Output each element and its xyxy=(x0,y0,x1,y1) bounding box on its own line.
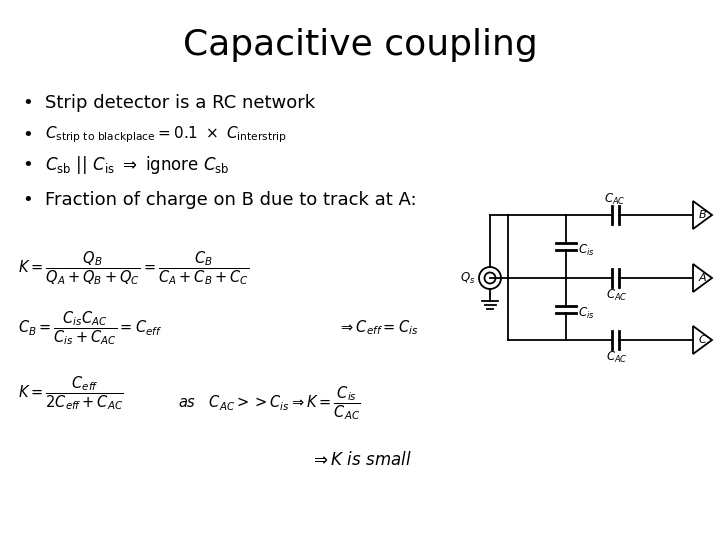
Text: $C_{\mathrm{sb}}\ ||\ C_{\mathrm{is}}\ \Rightarrow$ ignore $C_{\mathrm{sb}}$: $C_{\mathrm{sb}}\ ||\ C_{\mathrm{is}}\ \… xyxy=(45,154,230,176)
Text: $Q_s$: $Q_s$ xyxy=(459,271,475,286)
Text: $C_{is}$: $C_{is}$ xyxy=(578,306,595,321)
Text: $\Rightarrow C_{eff} = C_{is}$: $\Rightarrow C_{eff} = C_{is}$ xyxy=(338,319,418,338)
Text: $as \quad C_{AC} >> C_{is} \Rightarrow K = \dfrac{C_{is}}{C_{AC}}$: $as \quad C_{AC} >> C_{is} \Rightarrow K… xyxy=(178,384,361,422)
Text: B: B xyxy=(699,210,707,220)
Text: •: • xyxy=(22,191,33,209)
Text: $C_{AC}$: $C_{AC}$ xyxy=(606,349,628,364)
Text: $C_{is}$: $C_{is}$ xyxy=(578,243,595,258)
Text: $C_B = \dfrac{C_{is}C_{AC}}{C_{is}+C_{AC}} = C_{eff}$: $C_B = \dfrac{C_{is}C_{AC}}{C_{is}+C_{AC… xyxy=(18,309,162,347)
Text: A: A xyxy=(699,273,707,283)
Text: $\Rightarrow K\ is\ small$: $\Rightarrow K\ is\ small$ xyxy=(310,451,412,469)
Text: $K = \dfrac{C_{eff}}{2C_{eff}+C_{AC}}$: $K = \dfrac{C_{eff}}{2C_{eff}+C_{AC}}$ xyxy=(18,374,124,412)
Text: $K = \dfrac{Q_B}{Q_A+Q_B+Q_C} = \dfrac{C_B}{C_A+C_B+C_C}$: $K = \dfrac{Q_B}{Q_A+Q_B+Q_C} = \dfrac{C… xyxy=(18,249,249,287)
Text: $C_{\mathrm{strip\ to\ blackplace}} = 0.1\ \times\ C_{\mathrm{interstrip}}$: $C_{\mathrm{strip\ to\ blackplace}} = 0.… xyxy=(45,125,287,145)
Text: •: • xyxy=(22,126,33,144)
Text: C: C xyxy=(699,335,707,345)
Text: •: • xyxy=(22,156,33,174)
Text: Capacitive coupling: Capacitive coupling xyxy=(183,28,537,62)
Text: •: • xyxy=(22,94,33,112)
Text: Strip detector is a RC network: Strip detector is a RC network xyxy=(45,94,315,112)
Text: Fraction of charge on B due to track at A:: Fraction of charge on B due to track at … xyxy=(45,191,417,209)
Text: $C_{AC}$: $C_{AC}$ xyxy=(604,192,626,206)
Text: $C_{AC}$: $C_{AC}$ xyxy=(606,287,628,302)
